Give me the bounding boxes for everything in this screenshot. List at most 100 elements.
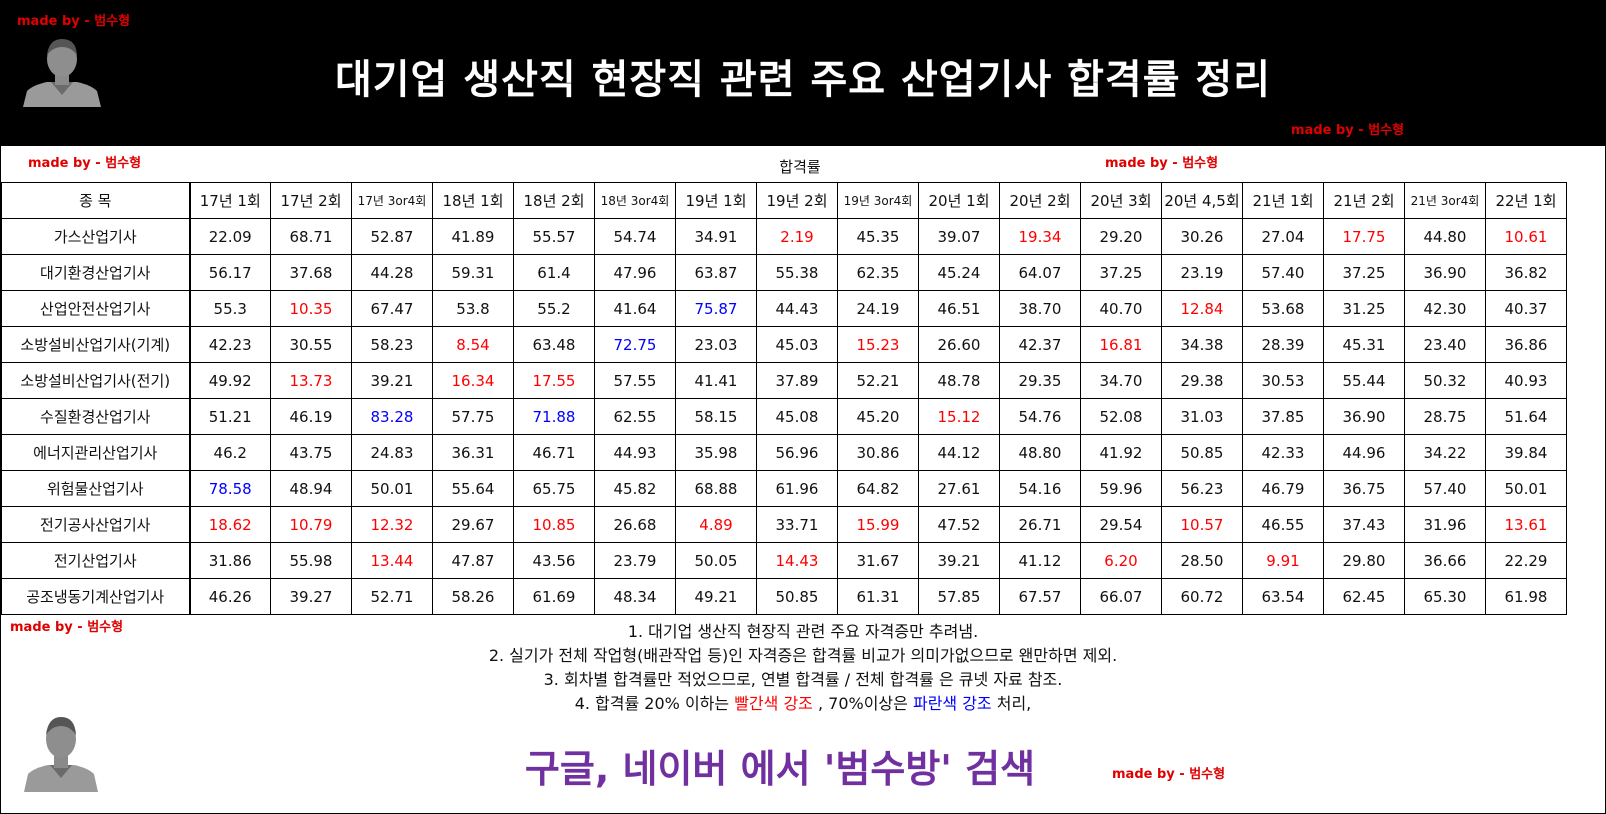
column-header-round: 22년 1회 (1485, 182, 1567, 219)
column-header-round: 21년 1회 (1242, 182, 1324, 219)
column-header-round: 18년 1회 (432, 182, 514, 219)
watermark-name: 범수형 (1368, 123, 1405, 138)
pass-rate-cell: 37.43 (1323, 506, 1405, 543)
column-header-round: 17년 1회 (189, 182, 271, 219)
pass-rate-cell: 47.52 (918, 506, 1000, 543)
column-header-round: 17년 3or4회 (351, 182, 433, 219)
watermark-name: 범수형 (1189, 767, 1226, 782)
search-banner: 구글, 네이버 에서 '범수방' 검색 (524, 747, 1036, 791)
pass-rate-cell: 54.76 (999, 398, 1081, 435)
pass-rate-cell: 27.61 (918, 470, 1000, 507)
pass-rate-cell: 28.75 (1404, 398, 1486, 435)
pass-rate-cell: 56.23 (1161, 470, 1243, 507)
row-item-name: 전기산업기사 (1, 542, 191, 579)
pass-rate-cell: 30.26 (1161, 218, 1243, 255)
note-4: 4. 합격률 20% 이하는 빨간색 강조 , 70%이상은 파란색 강조 처리… (0, 692, 1606, 716)
table-row: 가스산업기사 22.09 68.71 52.87 41.89 55.57 54.74 34.9… (1, 218, 1567, 255)
pass-rate-cell: 23.19 (1161, 254, 1243, 291)
pass-rate-cell: 58.15 (675, 398, 757, 435)
pass-rate-cell: 67.47 (351, 290, 433, 327)
row-item-name: 수질환경산업기사 (1, 398, 191, 435)
pass-rate-cell: 46.2 (189, 434, 271, 471)
watermark-bottom-right: made by - 범수형 (1112, 763, 1225, 782)
table-body: 가스산업기사 22.09 68.71 52.87 41.89 55.57 54.74 34.9… (1, 218, 1567, 615)
pass-rate-cell: 47.96 (594, 254, 676, 291)
pass-rate-cell: 58.26 (432, 578, 514, 615)
column-header-round: 18년 2회 (513, 182, 595, 219)
pass-rate-cell: 34.91 (675, 218, 757, 255)
pass-rate-cell: 51.64 (1485, 398, 1567, 435)
watermark-prefix: made by - (1291, 123, 1369, 138)
pass-rate-cell: 65.30 (1404, 578, 1486, 615)
table-caption: 합격률 (779, 158, 821, 176)
pass-rate-cell: 61.69 (513, 578, 595, 615)
pass-rate-cell: 27.04 (1242, 218, 1324, 255)
pass-rate-cell: 30.55 (270, 326, 352, 363)
pass-rate-cell: 31.25 (1323, 290, 1405, 327)
pass-rate-cell: 37.68 (270, 254, 352, 291)
pass-rate-cell: 10.79 (270, 506, 352, 543)
row-item-name: 가스산업기사 (1, 218, 191, 255)
pass-rate-cell: 18.62 (189, 506, 271, 543)
pass-rate-cell: 37.85 (1242, 398, 1324, 435)
pass-rate-cell: 44.12 (918, 434, 1000, 471)
note-4-blue-highlight: 파란색 강조 (912, 694, 992, 713)
pass-rate-cell: 41.12 (999, 542, 1081, 579)
pass-rate-cell: 55.38 (756, 254, 838, 291)
pass-rate-cell: 36.86 (1485, 326, 1567, 363)
pass-rate-cell: 36.90 (1323, 398, 1405, 435)
pass-rate-cell: 24.19 (837, 290, 919, 327)
pass-rate-cell: 8.54 (432, 326, 514, 363)
pass-rate-cell: 26.71 (999, 506, 1081, 543)
pass-rate-cell: 29.35 (999, 362, 1081, 399)
pass-rate-cell: 58.23 (351, 326, 433, 363)
pass-rate-cell: 46.55 (1242, 506, 1324, 543)
watermark-prefix: made by - (1112, 767, 1190, 782)
column-header-round: 20년 2회 (999, 182, 1081, 219)
column-header-round: 20년 3회 (1080, 182, 1162, 219)
row-item-name: 대기환경산업기사 (1, 254, 191, 291)
watermark-name: 범수형 (87, 620, 124, 635)
watermark-name: 범수형 (94, 14, 131, 29)
pass-rate-cell: 16.81 (1080, 326, 1162, 363)
pass-rate-cell: 44.93 (594, 434, 676, 471)
pass-rate-cell: 45.35 (837, 218, 919, 255)
table-row: 공조냉동기계산업기사 46.26 39.27 52.71 58.26 61.69 48.34… (1, 578, 1567, 615)
pass-rate-cell: 44.43 (756, 290, 838, 327)
watermark-header-right: made by - 범수형 (1291, 119, 1404, 138)
avatar-icon (21, 35, 103, 107)
pass-rate-cell: 10.85 (513, 506, 595, 543)
watermark-top-left: made by - 범수형 (17, 10, 130, 29)
pass-rate-cell: 48.34 (594, 578, 676, 615)
pass-rate-cell: 57.85 (918, 578, 1000, 615)
pass-rate-cell: 71.88 (513, 398, 595, 435)
watermark-prefix: made by - (10, 620, 88, 635)
pass-rate-cell: 29.54 (1080, 506, 1162, 543)
pass-rate-cell: 36.31 (432, 434, 514, 471)
table-row: 소방설비산업기사(전기) 49.92 13.73 39.21 16.34 17.55 57.… (1, 362, 1567, 399)
pass-rate-cell: 46.71 (513, 434, 595, 471)
table-row: 산업안전산업기사 55.3 10.35 67.47 53.8 55.2 41.64 75.87… (1, 290, 1567, 327)
pass-rate-cell: 42.33 (1242, 434, 1324, 471)
pass-rate-cell: 78.58 (189, 470, 271, 507)
pass-rate-cell: 35.98 (675, 434, 757, 471)
pass-rate-cell: 52.21 (837, 362, 919, 399)
pass-rate-cell: 2.19 (756, 218, 838, 255)
watermark-prefix: made by - (1105, 156, 1183, 171)
pass-rate-table: 종 목 17년 1회 17년 2회 17년 3or4회 18년 1회 18년 2회 18년 … (1, 182, 1567, 615)
pass-rate-cell: 57.75 (432, 398, 514, 435)
pass-rate-cell: 39.07 (918, 218, 1000, 255)
pass-rate-cell: 16.34 (432, 362, 514, 399)
pass-rate-cell: 49.21 (675, 578, 757, 615)
pass-rate-cell: 34.70 (1080, 362, 1162, 399)
table-row: 위험물산업기사 78.58 48.94 50.01 55.64 65.75 45.82 68.… (1, 470, 1567, 507)
pass-rate-cell: 75.87 (675, 290, 757, 327)
pass-rate-cell: 45.20 (837, 398, 919, 435)
pass-rate-cell: 60.72 (1161, 578, 1243, 615)
table-row: 소방설비산업기사(기계) 42.23 30.55 58.23 8.54 63.48 72.7… (1, 326, 1567, 363)
pass-rate-cell: 39.21 (918, 542, 1000, 579)
pass-rate-cell: 59.31 (432, 254, 514, 291)
column-header-round: 17년 2회 (270, 182, 352, 219)
pass-rate-cell: 48.80 (999, 434, 1081, 471)
pass-rate-cell: 40.93 (1485, 362, 1567, 399)
